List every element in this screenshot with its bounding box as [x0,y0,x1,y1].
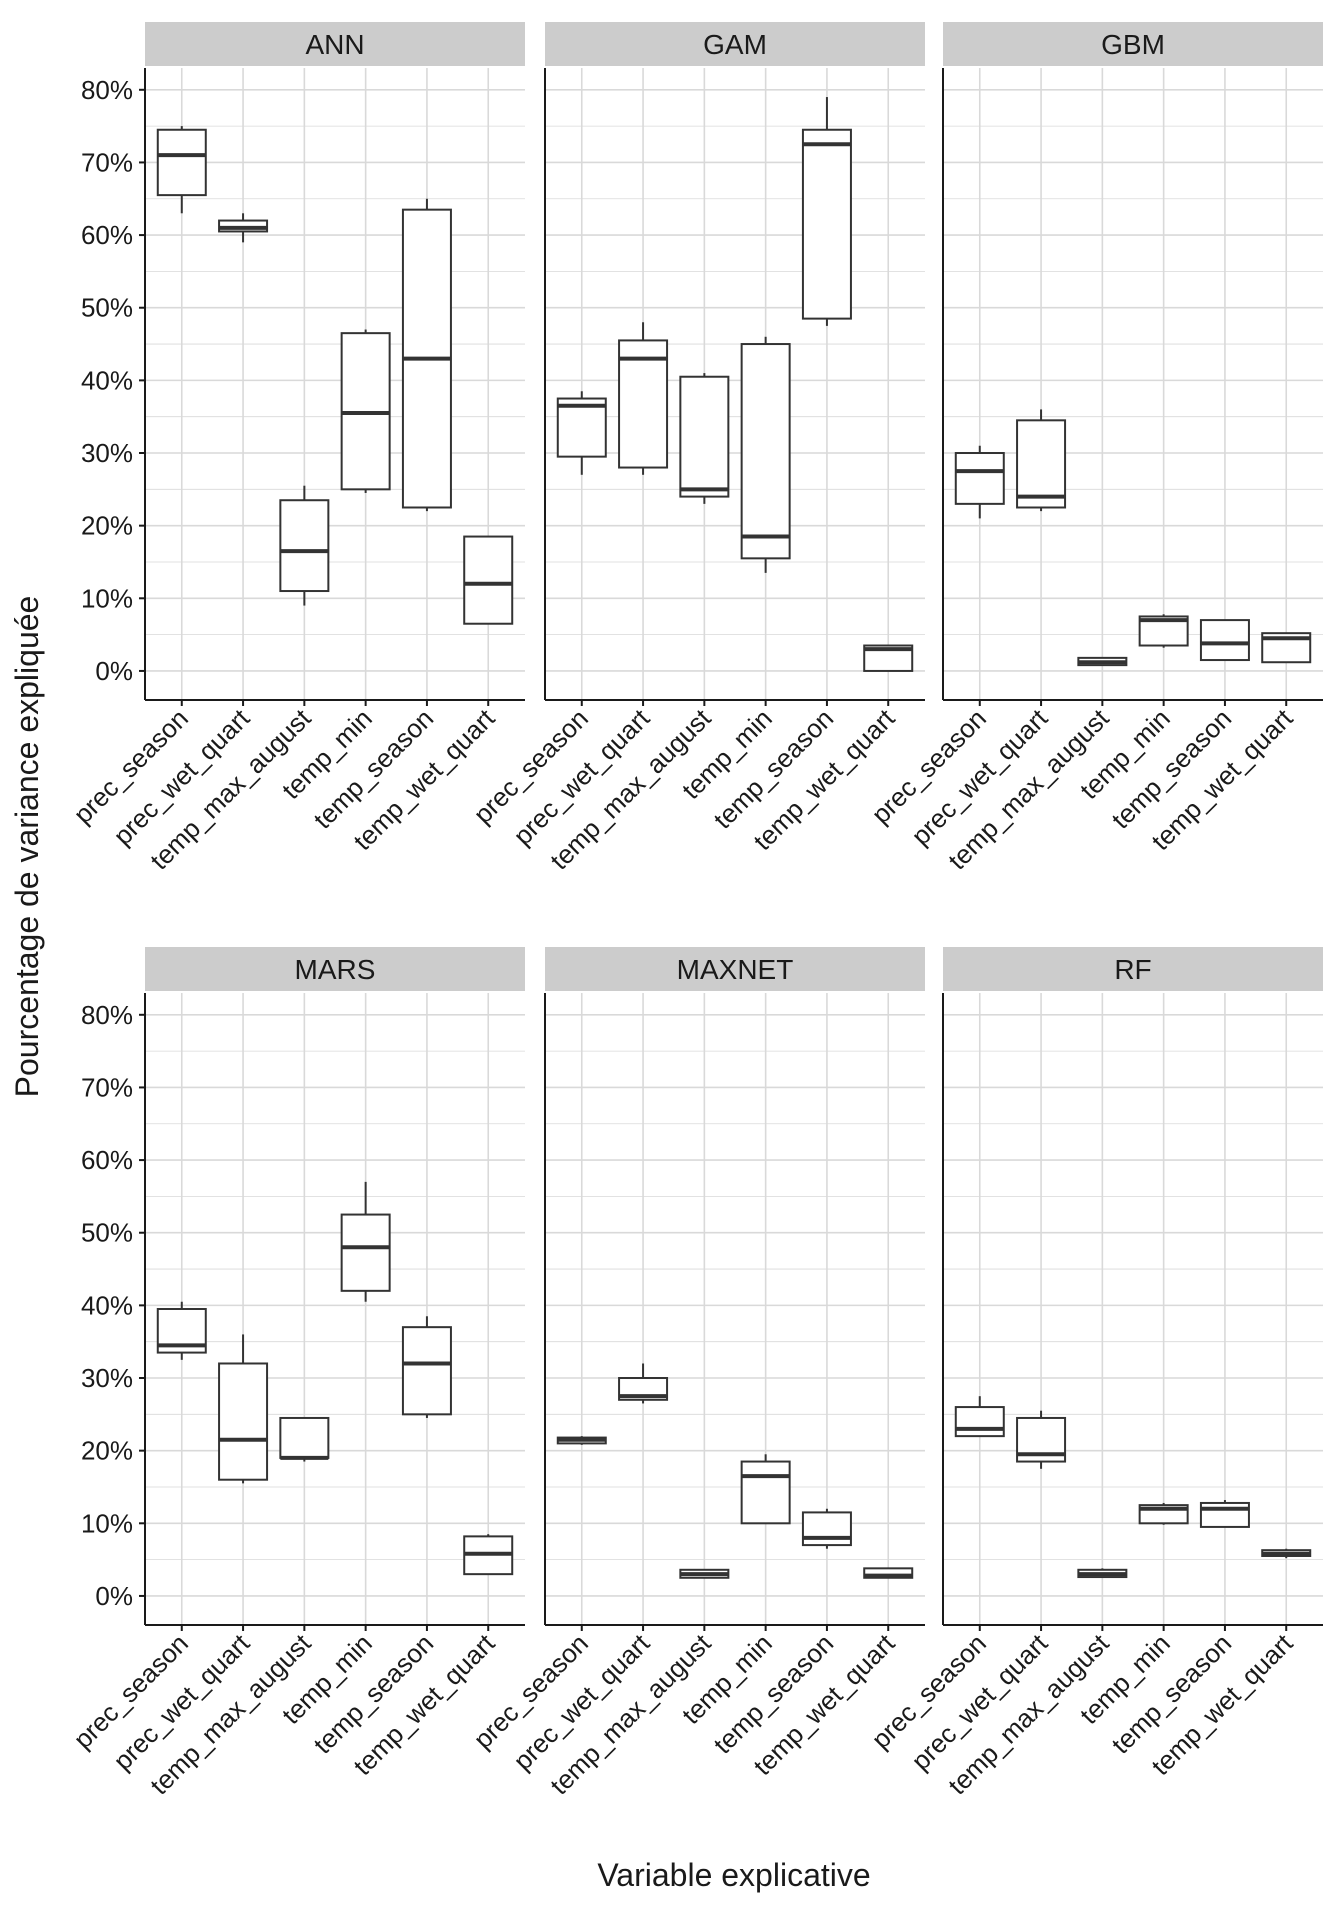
facet-strip [145,22,525,66]
facet-panel-mars: MARS0%10%20%30%40%50%60%70%80%prec_seaso… [68,947,525,1800]
box-temp-wet-quart [463,1534,514,1576]
facet-panel-rf: RFprec_seasonprec_wet_quarttemp_max_augu… [866,947,1323,1800]
box-temp-wet-quart [463,535,514,625]
box-iqr [1199,619,1250,662]
box-prec-season [156,126,207,214]
box-temp-season [1199,1500,1250,1528]
box-iqr [679,375,730,498]
y-tick-label: 0% [95,656,133,686]
facet-panel-ann: ANN0%10%20%30%40%50%60%70%80%prec_season… [68,22,525,875]
box-temp-max-august [679,373,730,504]
box-temp-wet-quart [863,644,914,672]
y-tick-label: 10% [81,1508,133,1538]
box-temp-min [740,336,791,573]
box-iqr [801,128,852,320]
box-temp-wet-quart [1261,1548,1312,1559]
box-prec-wet-quart [1016,409,1067,512]
facet-panel-gam: GAMprec_seasonprec_wet_quarttemp_max_aug… [468,22,925,875]
y-tick-label: 0% [95,1581,133,1611]
facet-panel-gbm: GBMprec_seasonprec_wet_quarttemp_max_aug… [866,22,1323,875]
box-temp-wet-quart [863,1567,914,1579]
box-prec-wet-quart [1016,1410,1067,1469]
box-iqr [740,1460,791,1525]
facet-strip [943,22,1323,66]
box-iqr [279,1416,330,1459]
box-iqr [801,1511,852,1547]
y-tick-label: 40% [81,365,133,395]
box-temp-season [1199,619,1250,662]
y-tick-label: 70% [81,1072,133,1102]
box-iqr [954,452,1005,505]
box-prec-wet-quart [618,322,669,475]
box-prec-wet-quart [618,1363,669,1404]
y-tick-label: 20% [81,511,133,541]
box-temp-max-august [279,485,330,606]
box-temp-season [801,1508,852,1549]
box-temp-season [401,1316,452,1418]
box-iqr [556,397,607,458]
box-iqr [863,1567,914,1579]
box-iqr [1016,419,1067,509]
y-tick-label: 80% [81,75,133,105]
y-tick-label: 50% [81,1218,133,1248]
box-temp-max-august [279,1416,330,1462]
box-iqr [340,1213,391,1292]
facet-strip [145,947,525,991]
facet-strip-label: ANN [305,29,364,60]
y-tick-label: 40% [81,1290,133,1320]
box-iqr [463,535,514,625]
box-prec-season [556,391,607,475]
y-tick-label: 60% [81,220,133,250]
box-temp-max-august [679,1568,730,1579]
box-iqr [618,339,669,469]
y-tick-label: 30% [81,438,133,468]
box-iqr [279,499,330,593]
box-temp-min [340,1181,391,1302]
box-iqr [740,343,791,560]
y-tick-label: 80% [81,1000,133,1030]
y-tick-label: 30% [81,1363,133,1393]
box-temp-min [740,1454,791,1525]
facet-strip-label: GAM [703,29,767,60]
box-temp-min [1138,1502,1189,1525]
box-iqr [954,1406,1005,1438]
facet-strip [545,947,925,991]
box-temp-min [1138,614,1189,648]
box-prec-season [954,1396,1005,1438]
facet-strip-label: MARS [295,954,376,985]
facet-strip-label: MAXNET [677,954,794,985]
box-temp-wet-quart [1261,632,1312,664]
y-tick-label: 10% [81,583,133,613]
facet-strip-label: RF [1114,954,1151,985]
box-temp-max-august [1077,1568,1128,1579]
box-prec-season [156,1301,207,1360]
y-tick-label: 50% [81,293,133,323]
facet-strip-label: GBM [1101,29,1165,60]
box-iqr [218,1362,269,1481]
y-tick-label: 20% [81,1436,133,1466]
y-tick-label: 60% [81,1145,133,1175]
box-prec-season [954,445,1005,519]
box-prec-wet-quart [218,213,269,243]
y-axis-title: Pourcentage de variance expliquée [9,596,45,1098]
box-temp-season [401,198,452,512]
box-prec-wet-quart [218,1334,269,1484]
box-temp-season [801,97,852,326]
y-tick-label: 70% [81,147,133,177]
box-prec-season [556,1436,607,1445]
facet-panel-maxnet: MAXNETprec_seasonprec_wet_quarttemp_max_… [468,947,925,1800]
facet-strip [545,22,925,66]
x-axis-title: Variable explicative [597,1857,870,1893]
box-temp-max-august [1077,656,1128,667]
facet-panels: ANN0%10%20%30%40%50%60%70%80%prec_season… [68,22,1323,1800]
box-iqr [1199,1501,1250,1528]
box-temp-min [340,329,391,493]
box-iqr [156,128,207,197]
facet-strip [943,947,1323,991]
box-iqr [401,1326,452,1416]
